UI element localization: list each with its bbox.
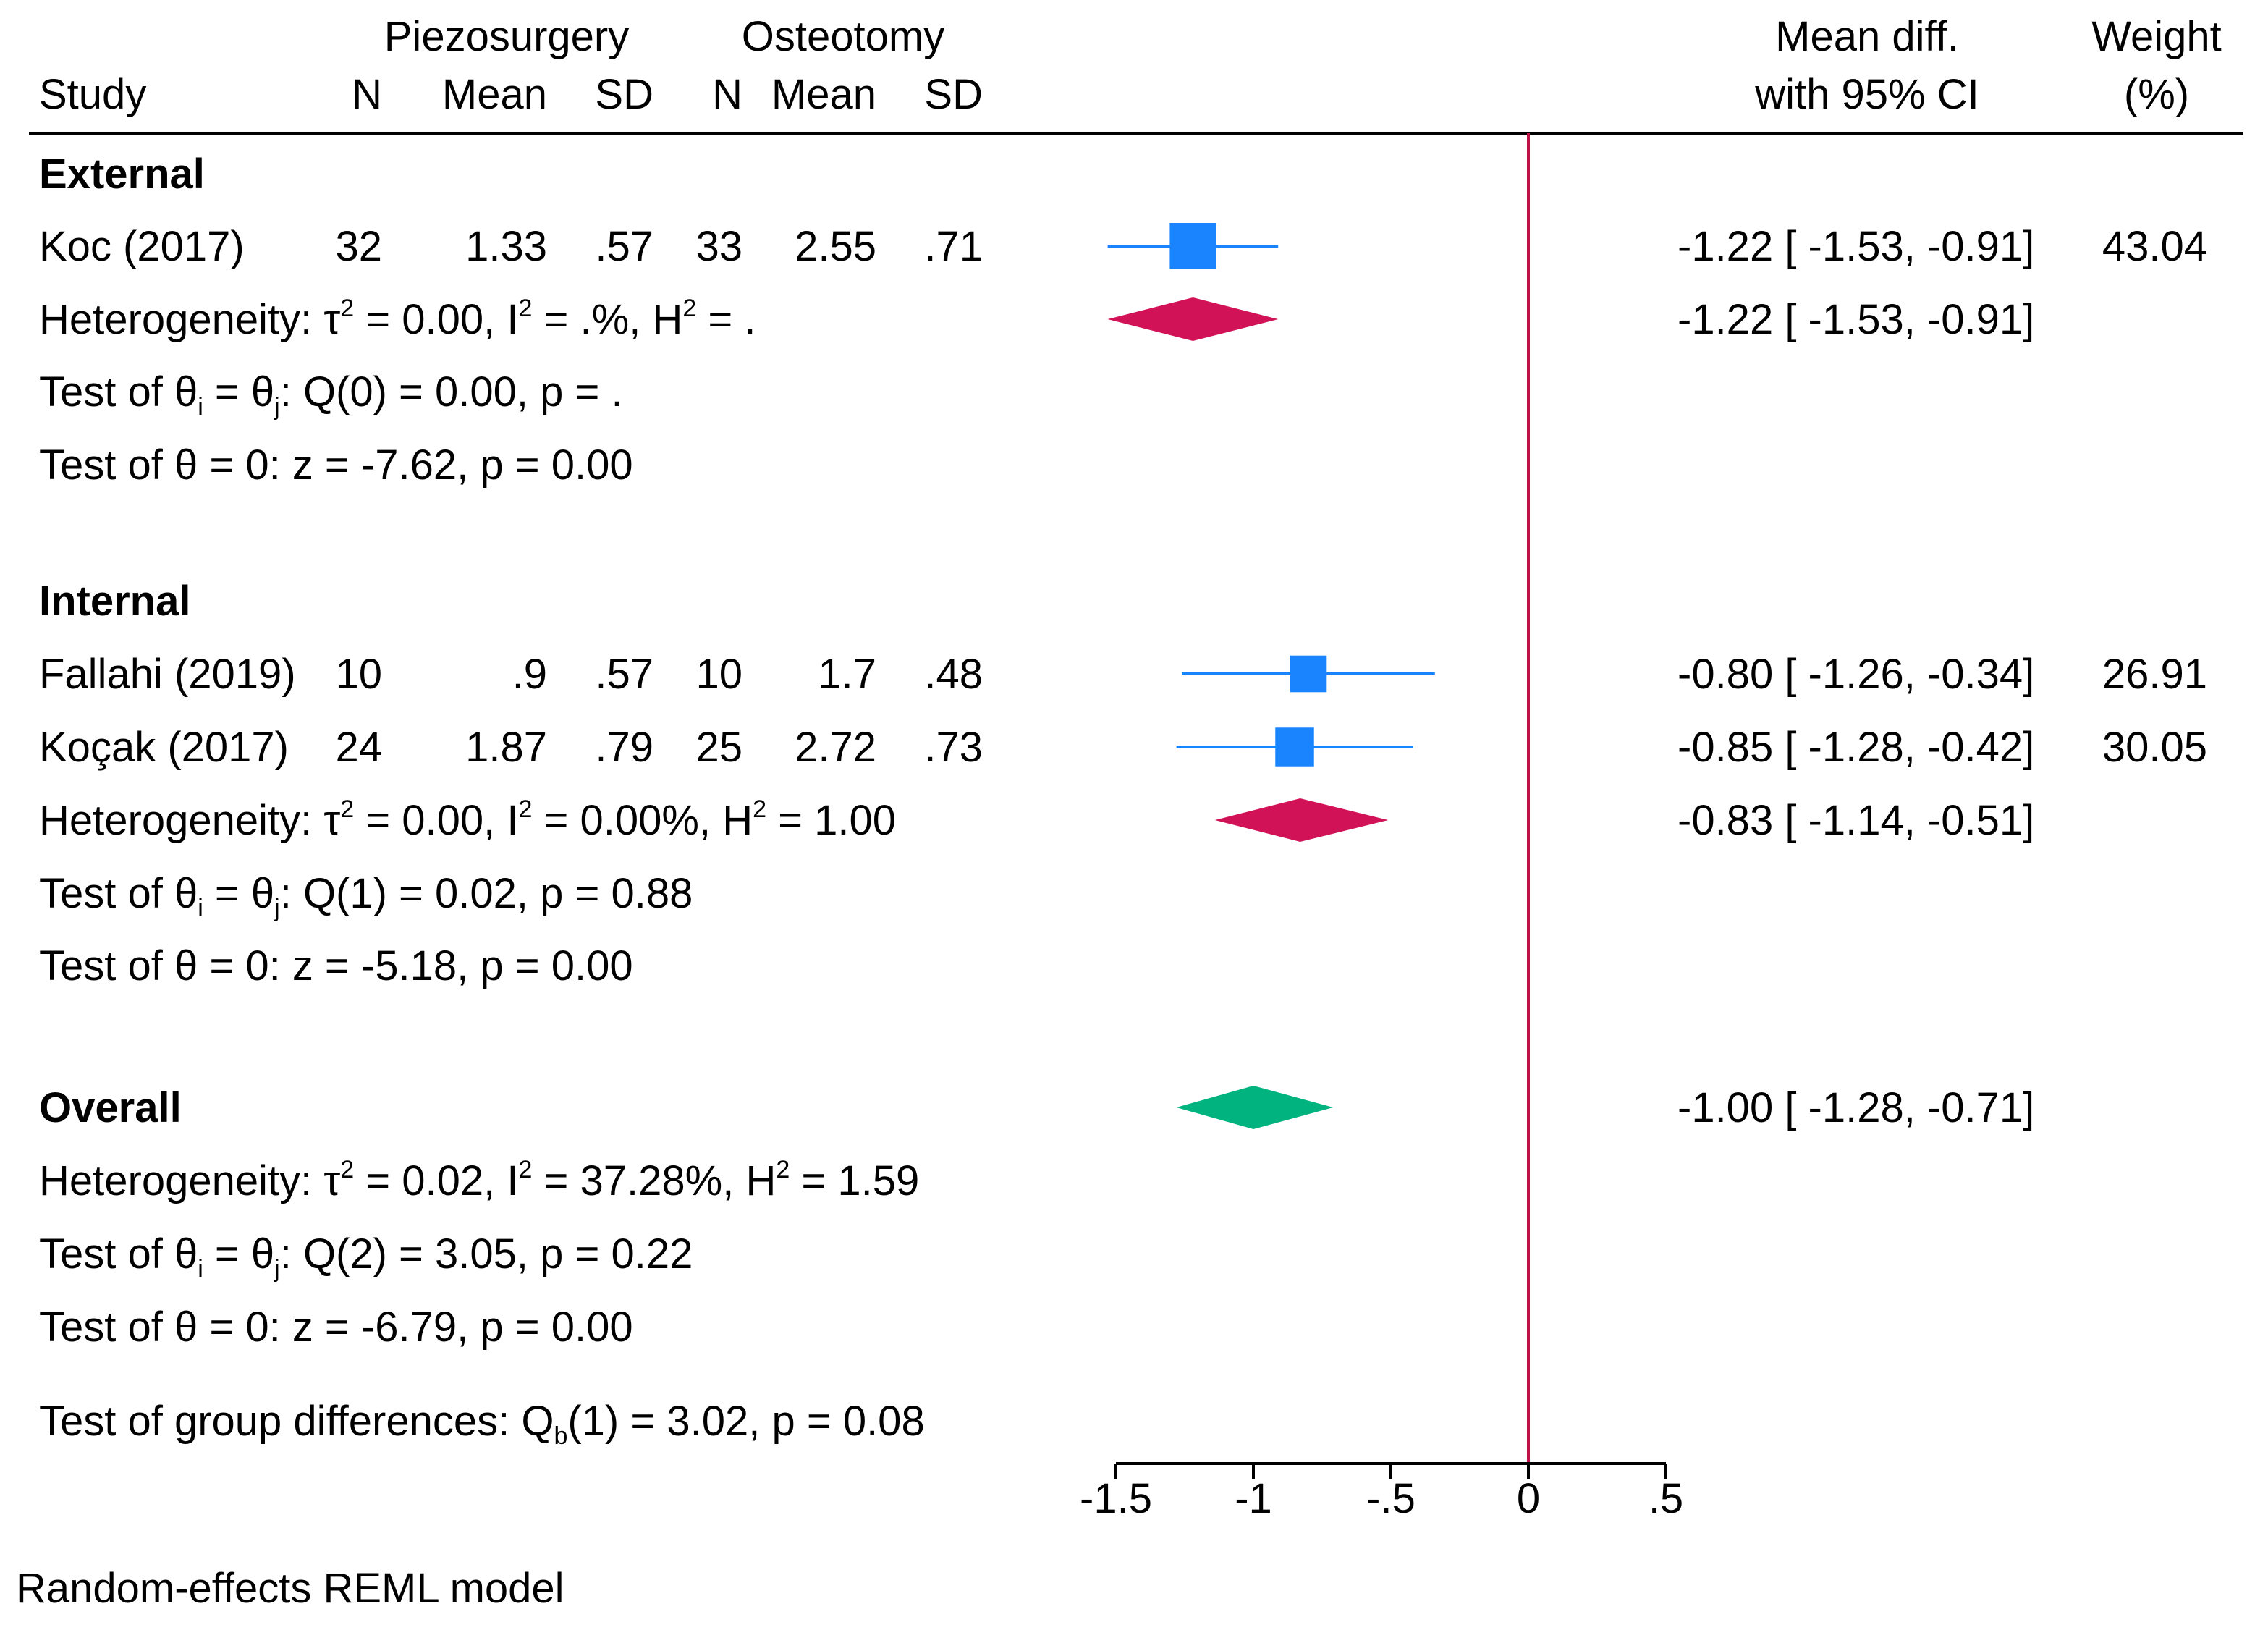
- study-ci-text: -0.80 [ -1.26, -0.34]: [1677, 651, 2034, 698]
- study-sd1: .79: [595, 724, 653, 771]
- subgroup-label-external: External: [39, 151, 205, 198]
- study-mean1: 1.87: [465, 724, 547, 771]
- study-mean2: 2.55: [795, 223, 876, 270]
- homogeneity-test: Test of θi = θj: Q(0) = 0.00, p = .: [39, 368, 623, 421]
- study-n1: 32: [335, 223, 382, 270]
- study-n1: 24: [335, 724, 382, 771]
- study-sd2: .71: [924, 223, 983, 270]
- overall-diamond-ci-text: -1.00 [ -1.28, -0.71]: [1677, 1084, 2034, 1131]
- study-sd2: .48: [924, 651, 983, 698]
- subgroup-label-internal: Internal: [39, 578, 191, 625]
- footnote-model: Random-effects REML model: [16, 1565, 564, 1612]
- x-axis-tick-label: -1: [1235, 1475, 1272, 1522]
- study-sd2: .73: [924, 724, 983, 771]
- study-mean2: 2.72: [795, 724, 876, 771]
- heterogeneity-stats: Heterogeneity: τ2 = 0.02, I2 = 37.28%, H…: [39, 1156, 919, 1204]
- subgroup-diamond-external: [1107, 297, 1279, 341]
- header-study: Study: [39, 71, 146, 118]
- effect-test: Test of θ = 0: z = -7.62, p = 0.00: [39, 442, 633, 489]
- study-ci-text: -1.22 [ -1.53, -0.91]: [1677, 223, 2034, 270]
- header-md-line1: Mean diff.: [1775, 13, 1959, 60]
- x-axis-tick-label: -.5: [1366, 1475, 1416, 1522]
- header-n2: N: [712, 71, 742, 118]
- study-mean2: 1.7: [818, 651, 876, 698]
- overall-label: Overall: [39, 1084, 182, 1131]
- study-n2: 33: [695, 223, 742, 270]
- study-sd1: .57: [595, 223, 653, 270]
- header-sd2: SD: [924, 71, 983, 118]
- x-axis-tick-label: -1.5: [1080, 1475, 1152, 1522]
- study-square: [1290, 655, 1327, 693]
- study-mean1: 1.33: [465, 223, 547, 270]
- header-md-line2: with 95% CI: [1754, 71, 1979, 118]
- study-square: [1275, 727, 1314, 767]
- homogeneity-test: Test of θi = θj: Q(2) = 3.05, p = 0.22: [39, 1230, 693, 1283]
- effect-test: Test of θ = 0: z = -6.79, p = 0.00: [39, 1304, 633, 1351]
- header-mean2: Mean: [771, 71, 876, 118]
- subgroup-diamond-external-ci-text: -1.22 [ -1.53, -0.91]: [1677, 296, 2034, 343]
- header-group2: Osteotomy: [742, 13, 944, 60]
- subgroup-diamond-internal-ci-text: -0.83 [ -1.14, -0.51]: [1677, 797, 2034, 844]
- header-weight-line1: Weight: [2091, 13, 2221, 60]
- study-name: Koçak (2017): [39, 724, 289, 771]
- study-n2: 25: [695, 724, 742, 771]
- study-mean1: .9: [512, 651, 547, 698]
- homogeneity-test: Test of θi = θj: Q(1) = 0.02, p = 0.88: [39, 870, 693, 922]
- overall-diamond: [1176, 1086, 1334, 1129]
- study-n1: 10: [335, 651, 382, 698]
- effect-test: Test of θ = 0: z = -5.18, p = 0.00: [39, 942, 633, 989]
- study-sd1: .57: [595, 651, 653, 698]
- group-differences-test: Test of group differences: Qb(1) = 3.02,…: [39, 1398, 925, 1450]
- heterogeneity-stats: Heterogeneity: τ2 = 0.00, I2 = .%, H2 = …: [39, 295, 756, 343]
- header-sd1: SD: [595, 71, 653, 118]
- study-name: Koc (2017): [39, 223, 245, 270]
- x-axis-tick-label: .5: [1649, 1475, 1683, 1522]
- study-square: [1169, 223, 1216, 269]
- study-n2: 10: [695, 651, 742, 698]
- header-n1: N: [352, 71, 382, 118]
- header-group1: Piezosurgery: [384, 13, 629, 60]
- header-mean1: Mean: [442, 71, 547, 118]
- header-weight-line2: (%): [2124, 71, 2189, 118]
- study-weight: 30.05: [2102, 724, 2207, 771]
- study-name: Fallahi (2019): [39, 651, 296, 698]
- subgroup-diamond-internal: [1214, 798, 1389, 842]
- study-weight: 43.04: [2102, 223, 2207, 270]
- study-weight: 26.91: [2102, 651, 2207, 698]
- x-axis-tick-label: 0: [1517, 1475, 1540, 1522]
- heterogeneity-stats: Heterogeneity: τ2 = 0.00, I2 = 0.00%, H2…: [39, 795, 896, 844]
- study-ci-text: -0.85 [ -1.28, -0.42]: [1677, 724, 2034, 771]
